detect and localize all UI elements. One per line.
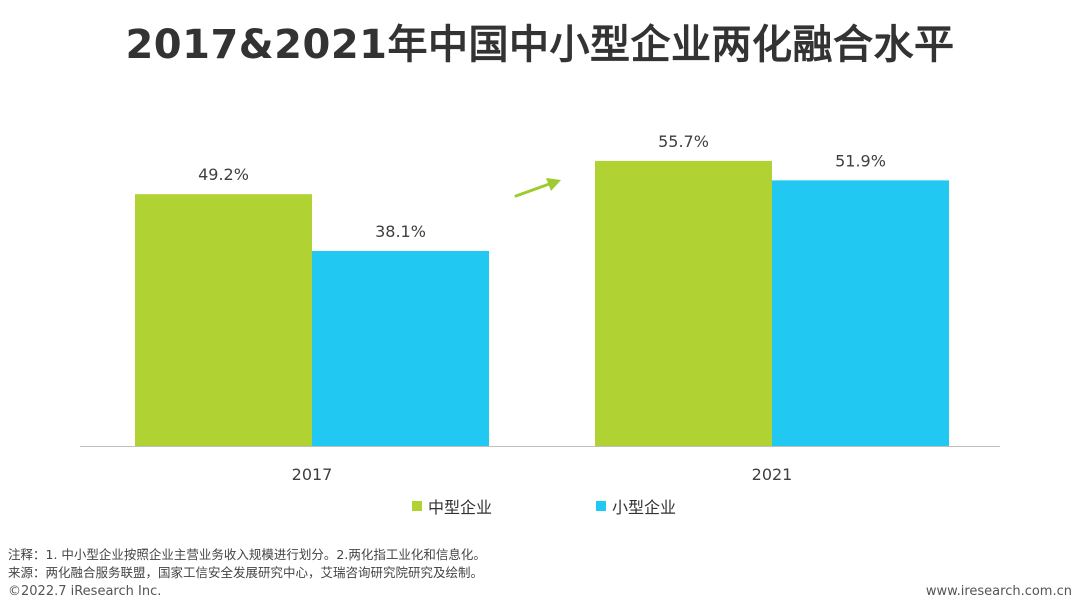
copyright: ©2022.7 iResearch Inc.: [8, 584, 162, 599]
legend-item-medium: 中型企业: [412, 494, 492, 518]
legend-swatch-medium: [412, 501, 422, 511]
x-tick-label-2021: 2021: [752, 465, 793, 484]
data-label-2017-series-0: 49.2%: [198, 165, 249, 184]
bar-2021-series-1: [772, 180, 949, 447]
x-tick-label-2017: 2017: [292, 465, 333, 484]
legend-item-small: 小型企业: [596, 494, 676, 518]
website-link[interactable]: www.iresearch.com.cn: [925, 584, 1072, 599]
chart-source: 来源：两化融合服务联盟，国家工信安全发展研究中心，艾瑞咨询研究院研究及绘制。: [8, 565, 484, 580]
trend-arrow-shaft: [514, 181, 554, 198]
legend-label-small: 小型企业: [612, 498, 677, 517]
bar-2017-series-1: [312, 251, 489, 446]
legend: 中型企业 小型企业: [0, 494, 1080, 518]
data-label-2017-series-1: 38.1%: [375, 222, 426, 241]
bar-2021-series-0: [595, 160, 772, 446]
chart-title: 2017&2021年中国中小型企业两化融合水平: [125, 22, 955, 68]
legend-label-medium: 中型企业: [428, 498, 493, 517]
data-label-2021-series-0: 55.7%: [658, 132, 709, 151]
data-label-2021-series-1: 51.9%: [835, 151, 886, 170]
trend-arrow-head: [546, 178, 561, 191]
legend-swatch-small: [596, 501, 606, 511]
bar-2017-series-0: [135, 194, 312, 446]
chart-note: 注释：1. 中小型企业按照企业主营业务收入规模进行划分。2.两化指工业化和信息化…: [8, 547, 486, 562]
